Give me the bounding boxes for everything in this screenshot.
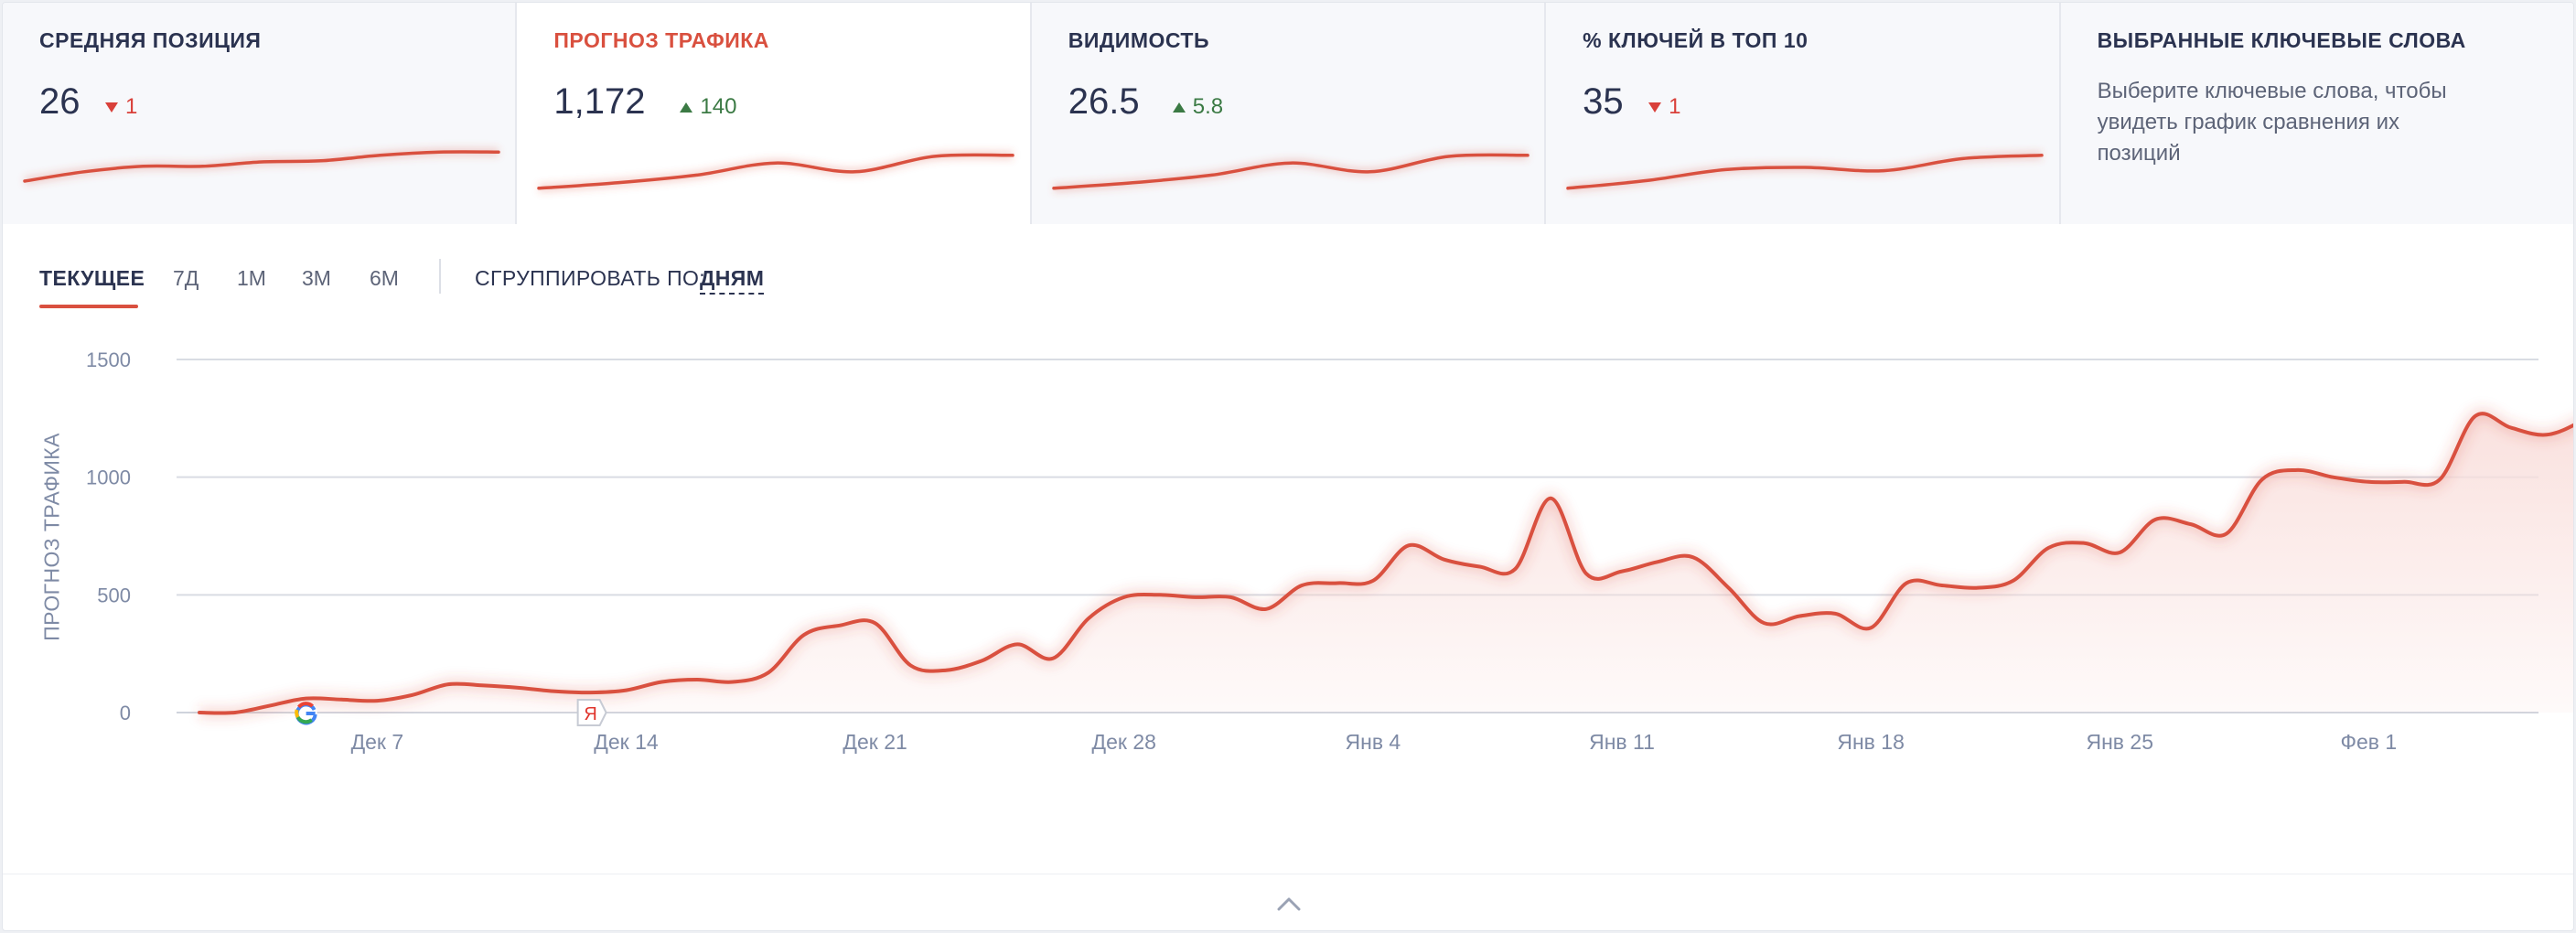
card-title: ПРОГНОЗ ТРАФИКА (553, 28, 769, 52)
x-tick-label: Дек 7 (351, 730, 404, 754)
x-tick-label: Фев 1 (2341, 730, 2398, 754)
x-tick-label: Янв 25 (2086, 730, 2153, 754)
card-traffic-forecast[interactable]: ПРОГНОЗ ТРАФИКА 1,172 140 (517, 3, 1032, 224)
sparkline-path (537, 153, 1015, 190)
x-tick-label: Дек 28 (1092, 730, 1156, 754)
tab-1m[interactable]: 1М (237, 266, 266, 290)
sparkline-path (1052, 153, 1530, 190)
sparkline-path (1566, 154, 2044, 190)
card-title: ВЫБРАННЫЕ КЛЮЧЕВЫЕ СЛОВА (2097, 28, 2466, 52)
google-logo-icon[interactable] (295, 702, 317, 725)
sparkline (537, 150, 1015, 193)
card-title: СРЕДНЯЯ ПОЗИЦИЯ (39, 28, 262, 52)
card-delta-value: 140 (700, 94, 737, 119)
yandex-logo-icon[interactable]: Я (576, 699, 607, 726)
triangle-up-icon (680, 102, 693, 113)
active-tab-indicator (39, 305, 138, 308)
tab-current[interactable]: ТЕКУЩЕЕ (39, 266, 145, 290)
x-tick-label: Дек 14 (594, 730, 659, 754)
card-delta: 140 (680, 94, 736, 120)
card-title: ВИДИМОСТЬ (1068, 28, 1210, 52)
tab-6m[interactable]: 6М (370, 266, 399, 290)
tab-7d[interactable]: 7Д (173, 266, 199, 290)
traffic-chart[interactable]: 0 500 1000 1500 Дек 7 Дек 14 Дек 21 Дек 28 Янв 4… (3, 332, 2574, 771)
triangle-up-icon (1172, 102, 1186, 113)
card-value: 1,172 (553, 81, 646, 122)
card-hint-text: Выберите ключевые слова, чтобы увидеть г… (2097, 79, 2447, 166)
period-toolbar: ТЕКУЩЕЕ 7Д 1М 3М 6М СГРУППИРОВАТЬ ПО: ДН… (3, 231, 2573, 314)
sparkline (1052, 150, 1530, 193)
y-tick-label: 1500 (86, 349, 131, 371)
group-by-dropdown[interactable]: ДНЯМ (700, 266, 765, 295)
sparkline-path (23, 150, 500, 183)
card-top10-keywords[interactable]: % КЛЮЧЕЙ В ТОП 10 35 1 (1546, 3, 2061, 224)
card-avg-position[interactable]: СРЕДНЯЯ ПОЗИЦИЯ 26 1 (3, 3, 518, 224)
triangle-down-icon (1648, 102, 1662, 113)
card-delta: 1 (105, 94, 137, 120)
metric-cards: СРЕДНЯЯ ПОЗИЦИЯ 26 1 ПРОГНОЗ ТРАФИКА 1,1… (3, 3, 2573, 224)
card-title: % КЛЮЧЕЙ В ТОП 10 (1583, 28, 1809, 52)
card-delta: 1 (1648, 94, 1681, 120)
y-tick-label: 0 (120, 702, 131, 724)
x-tick-label: Дек 21 (843, 730, 907, 754)
triangle-down-icon (105, 102, 118, 113)
series-line (198, 412, 2573, 715)
chevron-up-icon (1277, 897, 1301, 910)
y-tick-label: 1000 (86, 466, 131, 489)
tab-3m[interactable]: 3М (302, 266, 331, 290)
chart-footer (3, 874, 2573, 930)
group-by-label: СГРУППИРОВАТЬ ПО: (475, 266, 706, 290)
x-tick-label: Янв 11 (1589, 730, 1655, 754)
y-tick-label: 500 (97, 584, 131, 606)
area-fill (199, 413, 2573, 713)
card-delta-value: 1 (125, 94, 138, 119)
toolbar-divider (439, 259, 441, 294)
card-value: 35 (1583, 81, 1624, 122)
card-delta-value: 1 (1669, 94, 1681, 119)
collapse-button[interactable] (1271, 885, 1307, 922)
svg-text:Я: Я (584, 704, 596, 724)
x-tick-label: Янв 4 (1346, 730, 1401, 754)
sparkline (1566, 150, 2044, 193)
card-delta: 5.8 (1172, 94, 1224, 120)
sparkline (23, 146, 500, 186)
card-value: 26.5 (1068, 81, 1140, 122)
card-delta-value: 5.8 (1192, 94, 1224, 119)
card-value: 26 (39, 81, 80, 122)
card-visibility[interactable]: ВИДИМОСТЬ 26.5 5.8 (1031, 3, 1547, 224)
x-tick-label: Янв 18 (1837, 730, 1905, 754)
card-selected-keywords[interactable]: ВЫБРАННЫЕ КЛЮЧЕВЫЕ СЛОВА Выберите ключев… (2060, 3, 2573, 224)
